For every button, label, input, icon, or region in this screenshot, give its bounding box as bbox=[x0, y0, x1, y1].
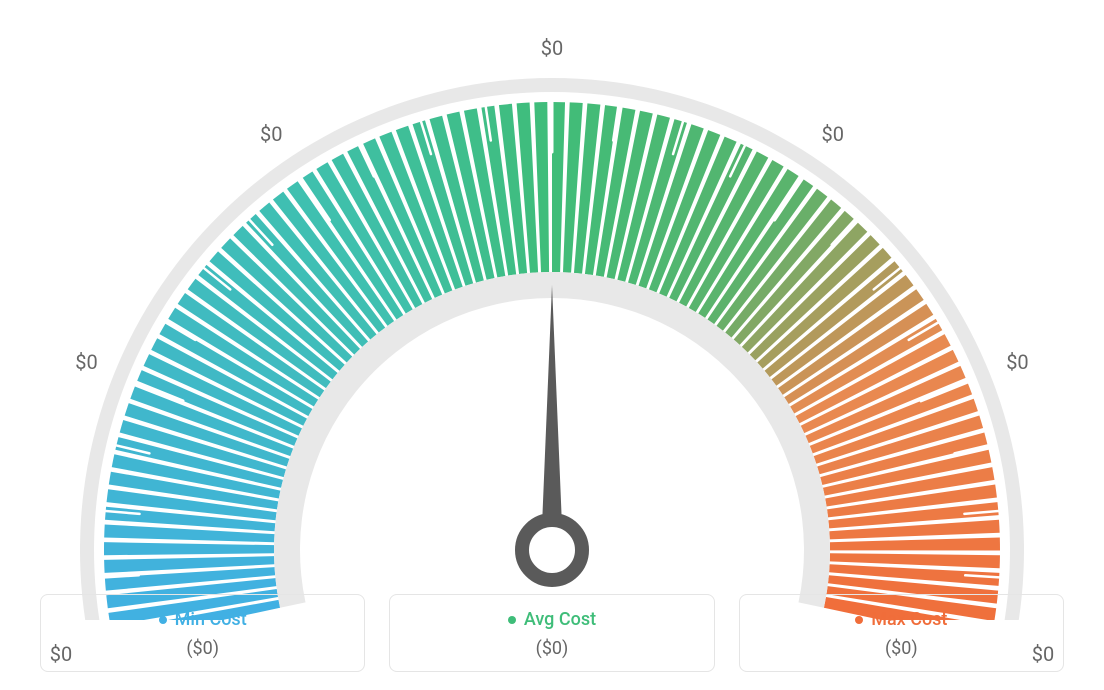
legend-card-min: Min Cost ($0) bbox=[40, 594, 365, 673]
legend-value-min: ($0) bbox=[51, 638, 354, 659]
legend-dot-max bbox=[855, 616, 863, 624]
gauge-svg bbox=[0, 20, 1104, 620]
gauge-area: $0$0$0$0$0$0$0 bbox=[0, 0, 1104, 570]
legend-title-min: Min Cost bbox=[159, 609, 247, 630]
legend-value-avg: ($0) bbox=[400, 638, 703, 659]
legend-dot-avg bbox=[508, 616, 516, 624]
gauge-tick-label: $0 bbox=[541, 36, 563, 60]
legend-title-avg: Avg Cost bbox=[508, 609, 596, 630]
gauge-tick-label: $0 bbox=[260, 122, 282, 146]
legend-row: Min Cost ($0) Avg Cost ($0) Max Cost ($0… bbox=[40, 594, 1064, 673]
legend-label-avg: Avg Cost bbox=[524, 609, 596, 630]
legend-label-min: Min Cost bbox=[175, 609, 247, 630]
legend-title-max: Max Cost bbox=[855, 609, 947, 630]
legend-label-max: Max Cost bbox=[871, 609, 947, 630]
gauge-tick-label: $0 bbox=[1006, 350, 1028, 374]
gauge-tick-label: $0 bbox=[821, 122, 843, 146]
legend-card-avg: Avg Cost ($0) bbox=[389, 594, 714, 673]
legend-dot-min bbox=[159, 616, 167, 624]
gauge-tick-label: $0 bbox=[75, 350, 97, 374]
legend-value-max: ($0) bbox=[750, 638, 1053, 659]
gauge-chart-container: $0$0$0$0$0$0$0 Min Cost ($0) Avg Cost ($… bbox=[0, 0, 1104, 690]
legend-card-max: Max Cost ($0) bbox=[739, 594, 1064, 673]
